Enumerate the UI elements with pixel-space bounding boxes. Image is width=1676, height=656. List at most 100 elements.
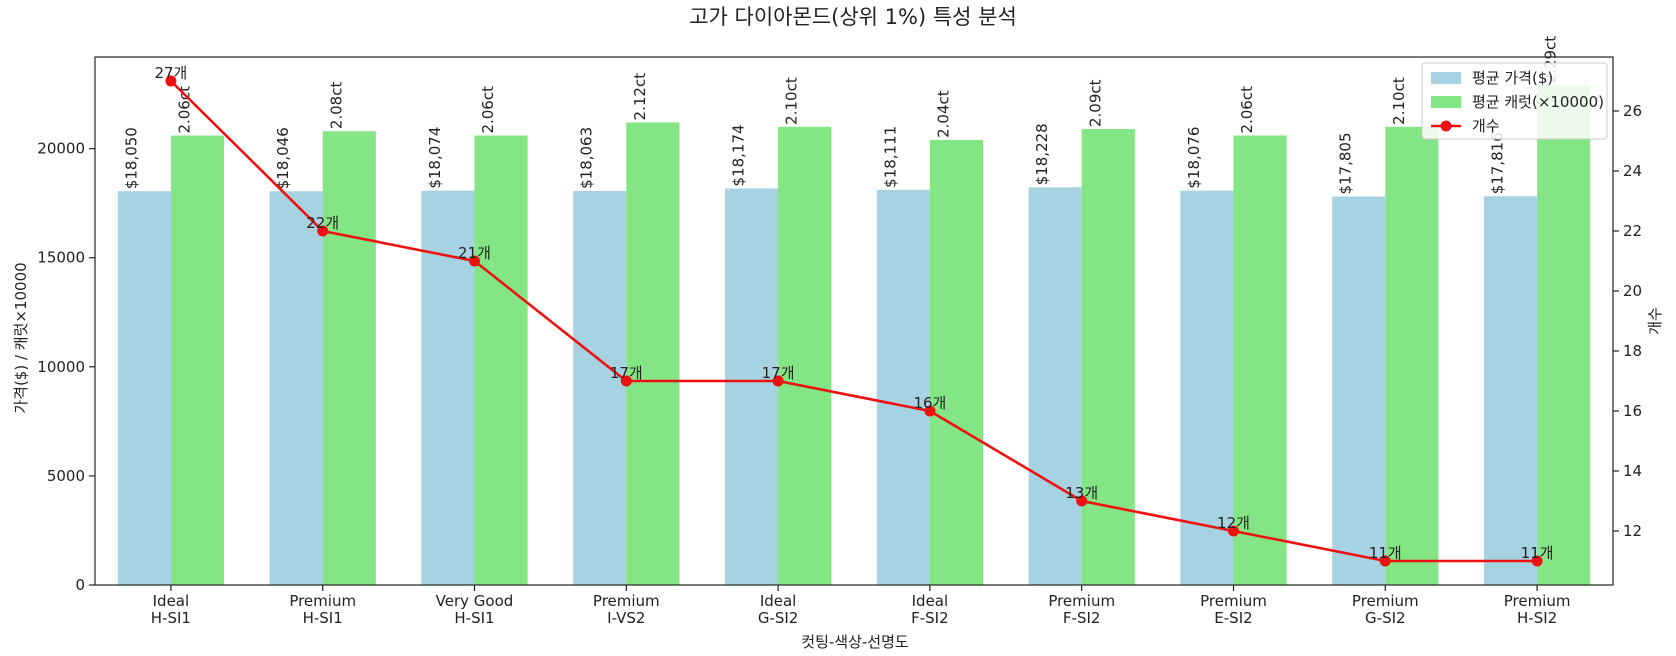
bar-s0-5 — [876, 189, 930, 586]
legend-swatch-1 — [1431, 96, 1461, 108]
bar-label-s0-5: $18,111 — [881, 126, 899, 188]
chart-title: 고가 다이아몬드(상위 1%) 특성 분석 — [689, 5, 1017, 29]
bar-s0-3 — [573, 190, 627, 585]
y-tick-label-4: 20000 — [37, 140, 85, 158]
bar-s1-4 — [778, 126, 832, 586]
x-tick-label-cut-4: Ideal — [760, 592, 797, 610]
bar-label-s0-8: $17,805 — [1337, 132, 1355, 194]
x-tick-label-grade-6: F-SI2 — [1063, 609, 1101, 627]
bar-label-s0-7: $18,076 — [1185, 127, 1203, 189]
y-axis-title: 가격($) / 캐럿×10000 — [12, 262, 30, 413]
y2-tick-label-0: 12 — [1623, 522, 1642, 540]
y-axis-left: 0 5000 10000 15000 20000 — [37, 140, 95, 594]
bar-s0-7 — [1180, 190, 1234, 585]
bar-s1-7 — [1233, 135, 1287, 585]
x-tick-label-cut-0: Ideal — [153, 592, 190, 610]
x-tick-label-grade-1: H-SI1 — [303, 609, 343, 627]
count-label-4: 17개 — [762, 364, 795, 382]
bar-label-s1-2: 2.06ct — [479, 86, 497, 134]
count-marker-1 — [317, 225, 329, 237]
y2-tick-label-2: 16 — [1623, 402, 1642, 420]
count-label-5: 16개 — [913, 394, 946, 412]
count-label-9: 11개 — [1521, 544, 1554, 562]
bar-s0-0 — [117, 191, 171, 585]
y-tick-label-1: 5000 — [47, 467, 85, 485]
count-label-0: 27개 — [154, 64, 187, 82]
count-label-2: 21개 — [458, 244, 491, 262]
x-tick-label-cut-9: Premium — [1504, 592, 1571, 610]
y2-tick-label-6: 24 — [1623, 162, 1642, 180]
bar-label-s0-2: $18,074 — [426, 127, 444, 189]
x-tick-label-grade-3: I-VS2 — [607, 609, 645, 627]
bar-s1-6 — [1081, 129, 1135, 585]
x-tick-label-cut-6: Premium — [1048, 592, 1115, 610]
count-marker-4 — [772, 375, 784, 387]
count-label-6: 13개 — [1065, 484, 1098, 502]
bar-s1-2 — [474, 135, 528, 585]
bar-label-s1-1: 2.08ct — [327, 82, 345, 130]
line-layer: 27개 22개 21개 17개 17개 16개 13개 12개 11개 11개 — [154, 64, 1554, 567]
legend-swatch-0 — [1431, 72, 1461, 84]
bar-label-s0-6: $18,228 — [1033, 123, 1051, 185]
y2-axis-title: 개수 — [1646, 307, 1664, 335]
bar-label-s1-6: 2.09ct — [1086, 79, 1104, 127]
y-tick-label-3: 15000 — [37, 249, 85, 267]
count-marker-6 — [1076, 495, 1088, 507]
x-tick-label-cut-2: Very Good — [436, 592, 514, 610]
bar-s1-8 — [1385, 126, 1439, 586]
bars-layer — [117, 85, 1591, 586]
count-label-7: 12개 — [1217, 514, 1250, 532]
count-marker-9 — [1531, 555, 1543, 567]
legend-label-2: 개수 — [1472, 117, 1500, 135]
bar-label-s1-8: 2.10ct — [1390, 77, 1408, 125]
y2-tick-label-4: 20 — [1623, 282, 1642, 300]
count-marker-8 — [1379, 555, 1391, 567]
legend-box — [1421, 62, 1608, 140]
bar-label-s1-3: 2.12ct — [631, 73, 649, 121]
bar-label-s0-9: $17,816 — [1489, 132, 1507, 194]
y2-tick-label-7: 26 — [1623, 102, 1642, 120]
bar-label-s0-0: $18,050 — [122, 127, 140, 189]
count-label-3: 17개 — [610, 364, 643, 382]
bar-label-s1-7: 2.06ct — [1238, 86, 1256, 134]
x-tick-label-cut-8: Premium — [1352, 592, 1419, 610]
count-label-1: 22개 — [306, 214, 339, 232]
y2-tick-label-1: 14 — [1623, 462, 1642, 480]
count-marker-2 — [469, 255, 480, 267]
legend-label-1: 평균 캐럿(×10000) — [1472, 93, 1604, 111]
x-tick-label-cut-5: Ideal — [912, 592, 949, 610]
x-axis-title: 컷팅-색상-선명도 — [801, 633, 909, 651]
x-tick-label-grade-8: G-SI2 — [1365, 609, 1406, 627]
x-tick-label-grade-9: H-SI2 — [1517, 609, 1557, 627]
bar-label-s1-4: 2.10ct — [783, 77, 801, 125]
bar-s0-4 — [724, 188, 779, 585]
bar-label-s1-5: 2.04ct — [934, 90, 952, 138]
y2-tick-label-5: 22 — [1623, 222, 1642, 240]
count-marker-0 — [165, 75, 177, 87]
plot-frame — [94, 56, 1614, 586]
bar-s1-5 — [929, 139, 984, 585]
bar-label-s0-4: $18,174 — [730, 124, 748, 186]
x-tick-label-grade-5: F-SI2 — [911, 609, 949, 627]
x-tick-label-cut-1: Premium — [289, 592, 356, 610]
legend: 평균 가격($) 평균 캐럿(×10000) 개수 — [1421, 62, 1608, 140]
y-tick-label-2: 10000 — [37, 358, 85, 376]
x-tick-label-cut-3: Premium — [593, 592, 660, 610]
count-marker-3 — [620, 375, 632, 387]
x-tick-label-cut-7: Premium — [1200, 592, 1267, 610]
bar-s1-3 — [626, 122, 680, 586]
bar-s1-1 — [322, 131, 376, 585]
bar-labels-layer: $18,050 $18,046 $18,074 $18,063 $18,174 $18,1… — [122, 36, 1559, 195]
x-tick-label-grade-4: G-SI2 — [758, 609, 799, 627]
bar-label-s0-1: $18,046 — [274, 127, 292, 189]
x-tick-label-grade-2: H-SI1 — [454, 609, 494, 627]
bar-s0-1 — [269, 191, 323, 585]
y-tick-label-0: 0 — [75, 576, 85, 594]
bar-s1-9 — [1537, 85, 1591, 585]
y-axis-right: 12 14 16 18 20 22 24 26 — [1613, 102, 1642, 540]
x-tick-label-grade-7: E-SI2 — [1214, 609, 1252, 627]
bar-s0-9 — [1483, 196, 1538, 585]
legend-marker-2 — [1440, 120, 1452, 132]
